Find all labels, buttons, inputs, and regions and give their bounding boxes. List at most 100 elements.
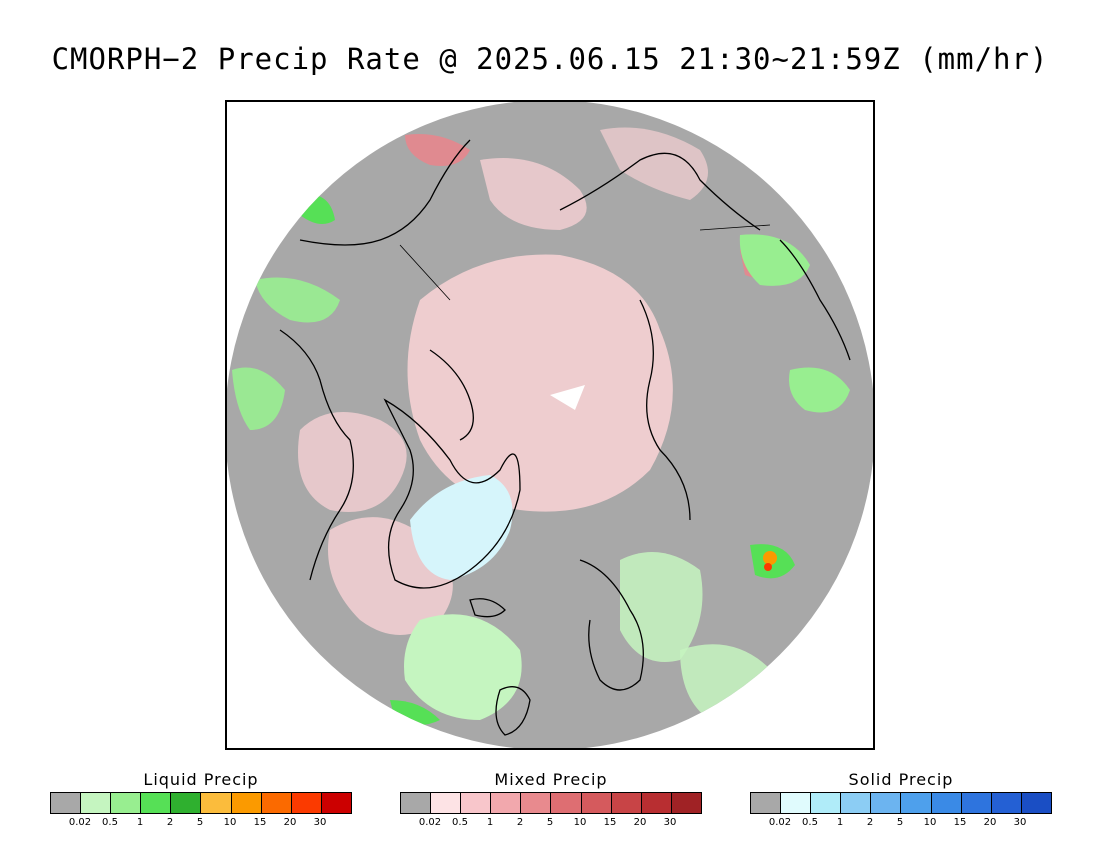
liquid-tick-label: 10 — [223, 817, 237, 828]
solid-tick-label: 1 — [836, 817, 844, 828]
liquid-tick-label: 1 — [136, 817, 144, 828]
liquid-color-swatch — [171, 793, 202, 813]
mixed-tick-labels: 0.02 0.5 1 2 5 10 15 20 30 — [400, 814, 702, 828]
mixed-color-swatch — [431, 793, 462, 813]
mixed-precip-canada — [298, 412, 407, 512]
mixed-tick-label: 20 — [633, 817, 647, 828]
liquid-precip-canada-west — [255, 277, 340, 323]
siberia-coast — [559, 152, 761, 231]
mixed-precip-siberia — [480, 158, 587, 230]
liquid-precip-siberia — [789, 367, 850, 413]
mixed-legend-title: Mixed Precip — [494, 770, 608, 789]
solid-precip-greenland — [410, 475, 513, 580]
mixed-tick-label: 30 — [663, 817, 677, 828]
east-border — [699, 224, 771, 231]
borders — [399, 224, 771, 301]
polar-map — [225, 100, 875, 750]
mixed-color-swatch — [611, 793, 642, 813]
russia-arctic-coast — [639, 299, 691, 521]
mixed-color-swatch — [521, 793, 552, 813]
mixed-tick-label: 5 — [546, 817, 554, 828]
liquid-color-swatch — [261, 793, 292, 813]
mixed-tick-label: 2 — [516, 817, 524, 828]
coastlines — [279, 139, 851, 736]
mixed-color-swatch — [491, 793, 522, 813]
alaska-border — [399, 244, 451, 301]
liquid-color-swatch — [141, 793, 172, 813]
solid-color-bar — [750, 792, 1052, 814]
liquid-color-bar — [50, 792, 352, 814]
alaska-coast — [299, 139, 471, 246]
pole-gap — [550, 385, 585, 410]
solid-color-swatch — [841, 793, 872, 813]
liquid-precip-legend: Liquid Precip 0.02 0.5 1 2 5 10 15 20 30 — [50, 770, 352, 828]
mixed-precip-legend: Mixed Precip 0.02 0.5 1 2 5 10 15 20 30 — [400, 770, 702, 828]
solid-legend-title: Solid Precip — [848, 770, 954, 789]
solid-color-swatch — [751, 793, 782, 813]
polar-map-canvas — [227, 102, 873, 748]
mixed-color-swatch — [401, 793, 432, 813]
archipelago-coast — [429, 349, 474, 441]
solid-color-swatch — [811, 793, 842, 813]
mixed-precip-pacific — [600, 127, 708, 200]
mixed-color-bar — [400, 792, 702, 814]
liquid-precip-north-atlantic — [404, 614, 522, 720]
mixed-color-swatch — [671, 793, 701, 813]
solid-color-swatch — [901, 793, 932, 813]
liquid-color-swatch — [321, 793, 351, 813]
solid-precip-legend: Solid Precip 0.02 0.5 1 2 5 10 15 20 30 — [750, 770, 1052, 828]
greenland-coast — [383, 398, 521, 589]
liquid-precip-heavy-ural — [763, 551, 777, 565]
solid-tick-label: 0.02 — [768, 817, 792, 828]
liquid-color-swatch — [51, 793, 82, 813]
liquid-tick-label: 2 — [166, 817, 174, 828]
solid-color-swatch — [1021, 793, 1051, 813]
mixed-precip-arctic — [407, 254, 673, 512]
liquid-tick-label: 5 — [196, 817, 204, 828]
liquid-precip-kamchatka — [739, 234, 810, 286]
mixed-tick-label: 1 — [486, 817, 494, 828]
liquid-color-swatch — [231, 793, 262, 813]
liquid-color-swatch — [111, 793, 142, 813]
chart-title: CMORPH−2 Precip Rate @ 2025.06.15 21:30~… — [51, 42, 1049, 76]
mixed-color-swatch — [581, 793, 612, 813]
mixed-tick-label: 10 — [573, 817, 587, 828]
solid-color-swatch — [781, 793, 812, 813]
liquid-legend-title: Liquid Precip — [143, 770, 259, 789]
mixed-precip-heavy-bering — [405, 134, 470, 166]
mixed-tick-label: 0.02 — [418, 817, 442, 828]
british-isles-coast — [495, 686, 531, 736]
solid-color-swatch — [961, 793, 992, 813]
kamchatka-coast — [779, 239, 851, 361]
solid-tick-label: 10 — [923, 817, 937, 828]
liquid-tick-label: 0.02 — [68, 817, 92, 828]
mixed-tick-label: 15 — [603, 817, 617, 828]
liquid-tick-label: 30 — [313, 817, 327, 828]
mixed-color-swatch — [641, 793, 672, 813]
solid-color-swatch — [931, 793, 962, 813]
liquid-precip-canada-east — [232, 367, 285, 430]
solid-color-swatch — [871, 793, 902, 813]
scandinavia-coast — [579, 559, 644, 691]
liquid-tick-label: 0.5 — [102, 817, 118, 828]
liquid-tick-label: 20 — [283, 817, 297, 828]
mixed-color-swatch — [461, 793, 492, 813]
iceland-coast — [469, 598, 506, 618]
solid-tick-label: 20 — [983, 817, 997, 828]
liquid-color-swatch — [201, 793, 232, 813]
liquid-precip-extreme-ural — [764, 563, 772, 571]
liquid-tick-label: 15 — [253, 817, 267, 828]
solid-tick-label: 5 — [896, 817, 904, 828]
solid-tick-label: 30 — [1013, 817, 1027, 828]
solid-tick-labels: 0.02 0.5 1 2 5 10 15 20 30 — [750, 814, 1052, 828]
solid-tick-label: 15 — [953, 817, 967, 828]
solid-tick-label: 0.5 — [802, 817, 818, 828]
mixed-tick-label: 0.5 — [452, 817, 468, 828]
liquid-color-swatch — [291, 793, 322, 813]
liquid-color-swatch — [81, 793, 112, 813]
mixed-color-swatch — [551, 793, 582, 813]
solid-color-swatch — [991, 793, 1022, 813]
liquid-tick-labels: 0.02 0.5 1 2 5 10 15 20 30 — [50, 814, 352, 828]
canada-coast — [279, 329, 354, 581]
solid-tick-label: 2 — [866, 817, 874, 828]
